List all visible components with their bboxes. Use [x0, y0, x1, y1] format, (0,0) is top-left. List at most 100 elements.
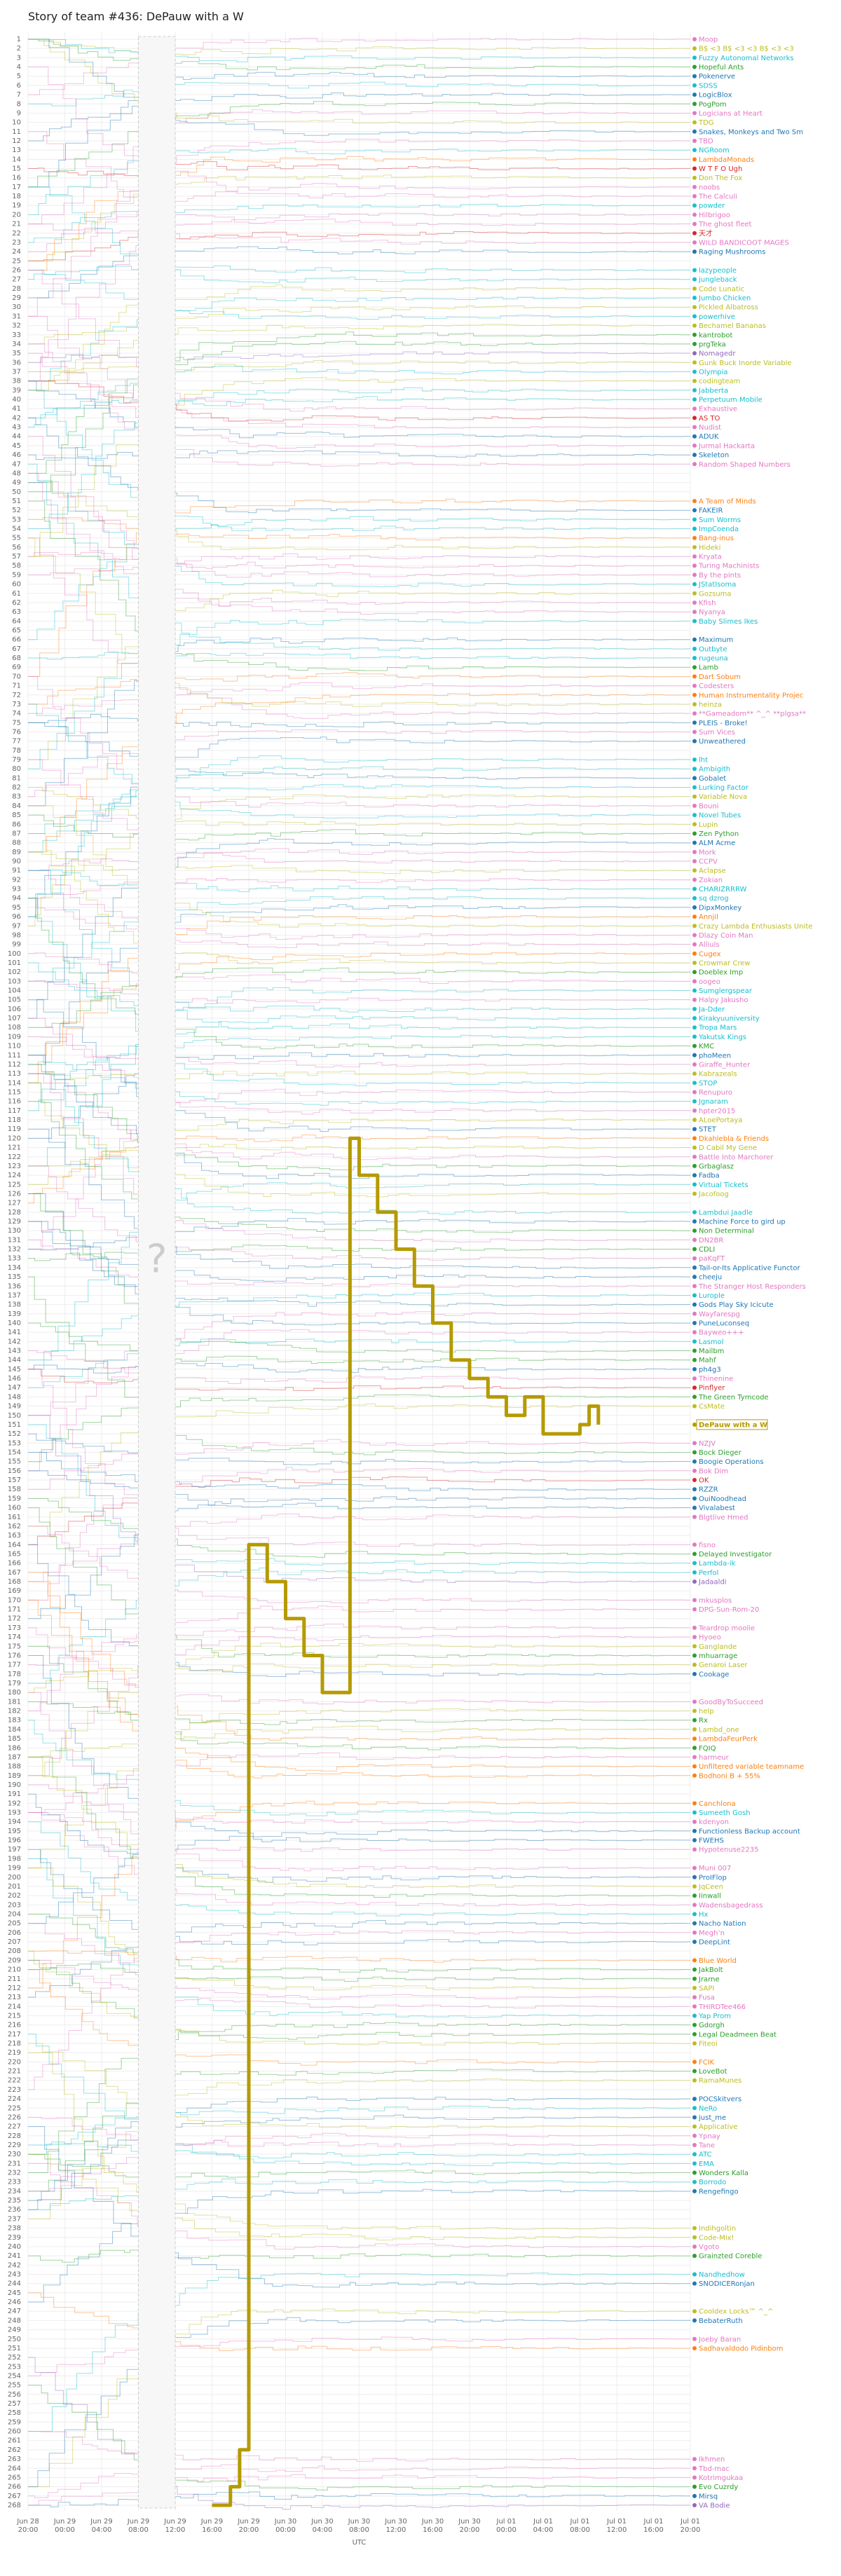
legend-dot [692, 296, 697, 301]
legend-label: Mailbm [699, 1348, 724, 1355]
team-line [28, 1369, 690, 1547]
team-line [28, 1182, 690, 1370]
rank-label: 79 [12, 756, 21, 764]
team-line [28, 2097, 690, 2201]
x-axis-label: UTC [353, 2539, 367, 2547]
legend-label: Joeby Baran [698, 2336, 741, 2343]
legend-label: Tane [698, 2142, 715, 2149]
legend-dot [692, 286, 697, 291]
legend-dot [692, 184, 697, 189]
rank-label: 96 [12, 913, 21, 921]
legend-dot [692, 1330, 697, 1335]
rank-label: 30 [12, 303, 21, 311]
x-tick-label: 08:00 [349, 2526, 369, 2534]
legend-label: noobs [699, 184, 720, 191]
x-tick-label: Jul 01 [643, 2518, 664, 2526]
legend-label: Human Instrumentality Projec [699, 692, 803, 699]
team-line [28, 980, 690, 1003]
rank-label: 123 [8, 1163, 21, 1170]
x-tick-label: 04:00 [92, 2526, 112, 2534]
legend-dot [692, 767, 697, 772]
legend-dot [692, 1053, 697, 1057]
legend-label: Applicative [699, 2123, 738, 2131]
legend-label: AS TO [699, 415, 720, 423]
rank-label: 1 [17, 36, 21, 43]
rank-label: 16 [12, 174, 21, 182]
legend-dot [692, 877, 697, 882]
legend-label: NeRo [699, 2105, 717, 2113]
legend-dot [692, 194, 697, 199]
rank-label: 254 [8, 2372, 21, 2380]
legend-dot [692, 1505, 697, 1510]
legend-dot [692, 351, 697, 356]
legend-dot [692, 64, 697, 69]
rank-label: 238 [8, 2225, 21, 2233]
legend-dot [692, 453, 697, 458]
team-line [28, 1245, 690, 1261]
legend-label: Lurople [699, 1292, 725, 1300]
legend-dot [692, 1810, 697, 1815]
x-tick-label: 16:00 [202, 2526, 222, 2534]
legend-label: Nandhedhow [699, 2271, 745, 2279]
team-line [28, 1135, 690, 1204]
team-line [28, 93, 691, 142]
rank-label: 101 [8, 959, 21, 967]
team-line [28, 898, 691, 1086]
legend-dot [692, 1395, 697, 1399]
rank-label: 148 [8, 1393, 21, 1401]
legend-dot [692, 1385, 697, 1390]
team-line [28, 1849, 690, 1945]
legend-dot [692, 739, 697, 744]
legend-label: ADUK [699, 433, 719, 441]
legend-label: Fiteoi [699, 2041, 718, 2048]
legend-dot [692, 1311, 697, 1316]
rank-label: 91 [12, 867, 21, 875]
legend-label: codingteam [699, 378, 740, 385]
legend-dot [692, 924, 697, 929]
rank-label: 75 [12, 719, 21, 727]
legend-label: Gunk Buck Inorde Variable [699, 359, 792, 367]
rank-label: 3 [17, 54, 21, 62]
legend-dot [692, 2032, 697, 2036]
rank-label: 263 [8, 2455, 21, 2463]
legend-dot [692, 1635, 697, 1640]
legend-dot [692, 729, 697, 734]
rank-label: 146 [8, 1375, 21, 1383]
rank-label: 113 [8, 1070, 21, 1078]
rank-label: 99 [12, 941, 21, 949]
legend-label: Machine Force to gird up [699, 1219, 786, 1226]
legend-dot [692, 1718, 697, 1722]
legend-dot [692, 166, 697, 171]
rank-label: 245 [8, 2289, 21, 2297]
legend-label: ph4g3 [699, 1366, 721, 1373]
rank-label: 126 [8, 1190, 21, 1198]
legend-label: Don The Fox [699, 174, 742, 182]
legend-label: Mahf [699, 1357, 716, 1364]
legend-dot [692, 1163, 697, 1168]
legend-dot [692, 129, 697, 134]
team-line [28, 1526, 690, 1603]
legend-label: JqCeen [698, 1883, 723, 1891]
team-line [28, 848, 691, 871]
legend-dot [692, 1847, 697, 1852]
legend-dot [692, 1468, 697, 1473]
legend-label: ALM Acme [699, 840, 735, 847]
legend-dot [692, 2060, 697, 2064]
x-tick-label: Jul 01 [680, 2518, 700, 2526]
legend-label: Indihgoltin [699, 2225, 736, 2233]
legend-dot [692, 1958, 697, 1963]
team-line [28, 231, 690, 261]
legend-label: Teardrop moolie [698, 1624, 755, 1632]
rank-label: 14 [12, 156, 21, 163]
legend-dot [692, 563, 697, 568]
rank-label: 179 [8, 1680, 21, 1687]
legend-label: Lambda-ik [699, 1560, 736, 1568]
legend-label: Doeblex Imp [699, 969, 743, 977]
legend-label: TDG [698, 119, 714, 127]
rank-label: 220 [8, 2058, 21, 2066]
rank-label: 134 [8, 1264, 21, 1272]
legend-dot [692, 1561, 697, 1566]
rank-label: 229 [8, 2142, 21, 2149]
rank-label: 103 [8, 978, 21, 985]
legend-label: Dart Sobum [699, 673, 741, 681]
